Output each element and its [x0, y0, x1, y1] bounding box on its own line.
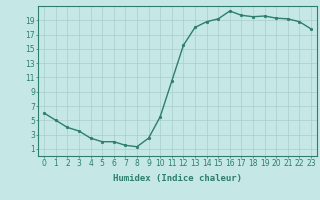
X-axis label: Humidex (Indice chaleur): Humidex (Indice chaleur): [113, 174, 242, 183]
